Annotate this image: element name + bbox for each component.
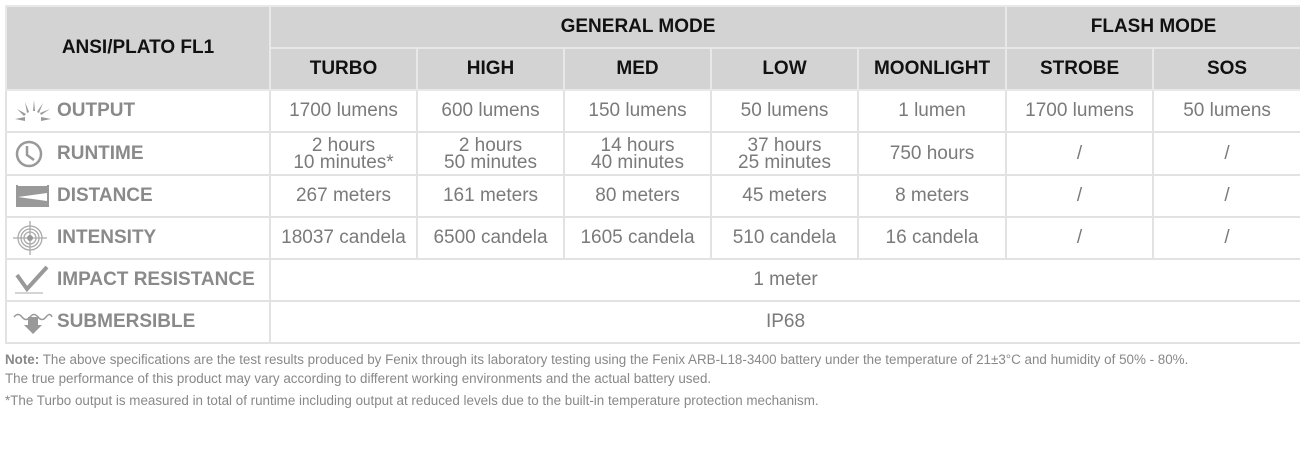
intensity-row: INTENSITY 18037 candela 6500 candela 1605 c…	[5, 216, 1300, 260]
mode-header-strobe: STROBE	[1005, 47, 1155, 91]
note-label: Note:	[5, 352, 40, 367]
mode-header-low: LOW	[710, 47, 859, 91]
runtime-row: RUNTIME 2 hours 10 minutes* 2 hours 50 minut…	[5, 131, 1300, 176]
runtime-value: 2 hours 10 minutes*	[269, 131, 418, 176]
value-line: 40 minutes	[591, 151, 684, 173]
distance-value: 80 meters	[563, 174, 712, 218]
runtime-value: 2 hours 50 minutes	[416, 131, 565, 176]
water-icon	[13, 309, 53, 335]
distance-value: 161 meters	[416, 174, 565, 218]
intensity-value: 18037 candela	[269, 216, 418, 260]
intensity-value: 1605 candela	[563, 216, 712, 260]
output-value: 150 lumens	[563, 89, 712, 133]
clock-icon	[13, 140, 53, 168]
value-line: 750 hours	[889, 143, 975, 164]
output-value: 600 lumens	[416, 89, 565, 133]
distance-value: 267 meters	[269, 174, 418, 218]
value-line: /	[1224, 143, 1230, 164]
impact-value: 1 meter	[268, 258, 1300, 302]
standard-header: ANSI/PLATO FL1	[5, 5, 271, 91]
notes: Note: The above specifications are the t…	[5, 350, 1188, 410]
footnote: *The Turbo output is measured in total o…	[5, 393, 819, 408]
mode-header-high: HIGH	[416, 47, 565, 91]
mode-header-moonlight: MOONLIGHT	[856, 47, 1008, 91]
value-line: 10 minutes*	[293, 151, 394, 173]
light-rays-icon	[13, 99, 53, 123]
value-line: 50 minutes	[444, 151, 537, 173]
distance-value: /	[1152, 174, 1300, 218]
distance-value: 45 meters	[710, 174, 859, 218]
output-value: 50 lumens	[710, 89, 859, 133]
distance-icon	[13, 183, 53, 209]
distance-value: 8 meters	[856, 174, 1008, 218]
runtime-value: /	[1152, 131, 1300, 176]
impact-row: IMPACT RESISTANCE 1 meter	[5, 258, 1300, 302]
runtime-value: /	[1005, 131, 1155, 176]
runtime-value: 14 hours 40 minutes	[563, 131, 712, 176]
note-line-2: The true performance of this product may…	[5, 371, 712, 386]
output-row: OUTPUT 1700 lumens 600 lumens 150 lumens 50 …	[5, 89, 1300, 133]
value-line: 37 hours	[747, 134, 822, 156]
output-value: 1 lumen	[856, 89, 1008, 133]
flash-mode-header: FLASH MODE	[1005, 5, 1300, 49]
target-icon	[13, 221, 53, 255]
impact-icon	[13, 265, 53, 295]
spec-table: ANSI/PLATO FL1 GENERAL MODE FLASH MODE T…	[5, 5, 1300, 344]
value-line: /	[1076, 143, 1083, 164]
distance-value: /	[1005, 174, 1155, 218]
intensity-value: /	[1152, 216, 1300, 260]
value-line: 2 hours	[311, 134, 376, 156]
output-value: 1700 lumens	[1005, 89, 1155, 133]
runtime-value: 37 hours 25 minutes	[710, 131, 859, 176]
mode-header-med: MED	[563, 47, 712, 91]
submersible-value: IP68	[268, 300, 1300, 344]
general-mode-header: GENERAL MODE	[268, 5, 1008, 49]
value-line: 14 hours	[600, 134, 675, 156]
value-line: 25 minutes	[738, 151, 831, 173]
distance-row: DISTANCE 267 meters 161 meters 80 meters 45 …	[5, 174, 1300, 218]
intensity-value: 510 candela	[710, 216, 859, 260]
intensity-value: 16 candela	[856, 216, 1008, 260]
value-line: 2 hours	[458, 134, 523, 156]
runtime-value: 750 hours	[856, 131, 1008, 176]
intensity-value: /	[1005, 216, 1155, 260]
mode-header-turbo: TURBO	[269, 47, 418, 91]
submersible-row: SUBMERSIBLE IP68	[5, 300, 1300, 344]
note-line-1: The above specifications are the test re…	[39, 352, 1189, 367]
mode-header-sos: SOS	[1152, 47, 1300, 91]
output-value: 1700 lumens	[269, 89, 418, 133]
intensity-value: 6500 candela	[416, 216, 565, 260]
output-value: 50 lumens	[1152, 89, 1300, 133]
